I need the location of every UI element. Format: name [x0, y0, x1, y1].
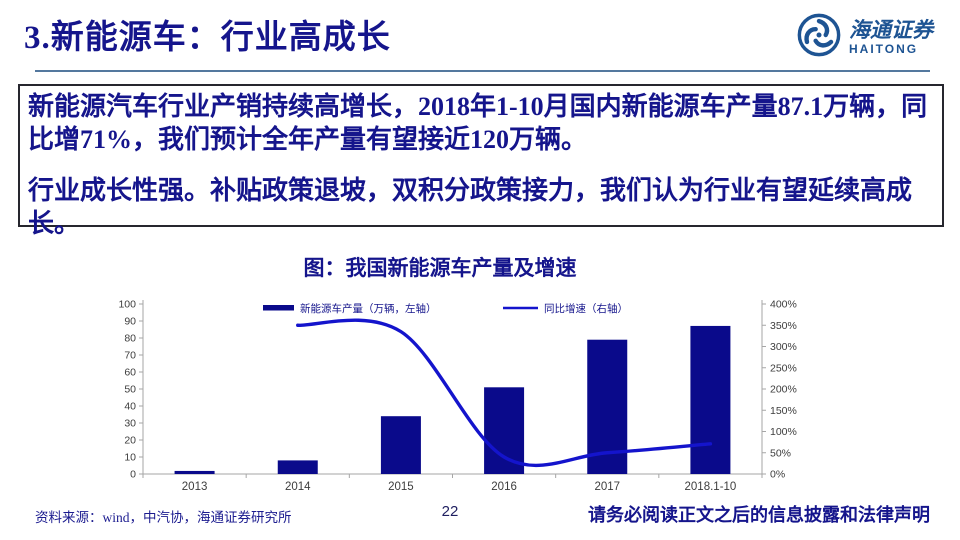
svg-text:2013: 2013 — [182, 481, 208, 493]
svg-text:300%: 300% — [770, 341, 797, 353]
chart-canvas: 0 10 20 30 40 50 60 70 80 90 100 0% 50% 100% 150% 200% 2… — [118, 299, 797, 494]
logo-text-cn: 海通证券 — [849, 18, 933, 42]
chart-title: 图：我国新能源车产量及增速 — [303, 256, 577, 280]
svg-text:40: 40 — [124, 401, 136, 413]
svg-text:80: 80 — [124, 333, 136, 345]
haitong-logo: 海通证券 HAITONG — [796, 12, 933, 63]
svg-text:2016: 2016 — [491, 481, 517, 493]
logo-text-en: HAITONG — [849, 42, 919, 56]
footer-disclaimer: 请务必阅读正文之后的信息披露和法律声明 — [588, 505, 930, 525]
footer-source: 资料来源：wind，中汽协，海通证券研究所 — [35, 510, 292, 525]
production-growth-chart: 0 10 20 30 40 50 60 70 80 90 100 0% 50% 100% 150% 200% 2… — [100, 295, 800, 505]
summary-box: 新能源汽车行业产销持续高增长，2018年1-10月国内新能源车产量87.1万辆，… — [18, 84, 944, 238]
svg-text:200%: 200% — [770, 384, 797, 396]
title-underline — [35, 70, 930, 72]
svg-text:100: 100 — [118, 299, 136, 311]
page-title: 3.新能源车：行业高成长 — [24, 20, 391, 56]
summary-paragraph-2: 行业成长性强。补贴政策退坡，双积分政策接力，我们认为行业有望延续高成长。 — [28, 175, 913, 238]
svg-text:250%: 250% — [770, 362, 797, 374]
svg-text:70: 70 — [124, 350, 136, 362]
svg-text:20: 20 — [124, 435, 136, 447]
page-number: 22 — [441, 503, 459, 520]
svg-text:100%: 100% — [770, 426, 797, 438]
svg-text:2015: 2015 — [388, 481, 414, 493]
svg-text:50: 50 — [124, 384, 136, 396]
svg-text:400%: 400% — [770, 299, 797, 311]
svg-text:30: 30 — [124, 418, 136, 430]
svg-text:150%: 150% — [770, 405, 797, 417]
svg-text:新能源车产量（万辆，左轴）: 新能源车产量（万辆，左轴） — [300, 302, 437, 315]
svg-text:350%: 350% — [770, 320, 797, 332]
svg-text:2017: 2017 — [594, 481, 620, 493]
svg-text:2018.1-10: 2018.1-10 — [685, 481, 737, 493]
svg-text:同比增速（右轴）: 同比增速（右轴） — [544, 302, 628, 315]
svg-text:90: 90 — [124, 316, 136, 328]
haitong-logo-icon — [796, 12, 842, 63]
svg-text:60: 60 — [124, 367, 136, 379]
svg-text:0%: 0% — [770, 469, 785, 481]
summary-paragraph-1: 新能源汽车行业产销持续高增长，2018年1-10月国内新能源车产量87.1万辆，… — [28, 92, 928, 155]
svg-text:0: 0 — [130, 469, 136, 481]
svg-text:2014: 2014 — [285, 481, 311, 493]
svg-text:50%: 50% — [770, 447, 791, 459]
svg-text:10: 10 — [124, 452, 136, 464]
